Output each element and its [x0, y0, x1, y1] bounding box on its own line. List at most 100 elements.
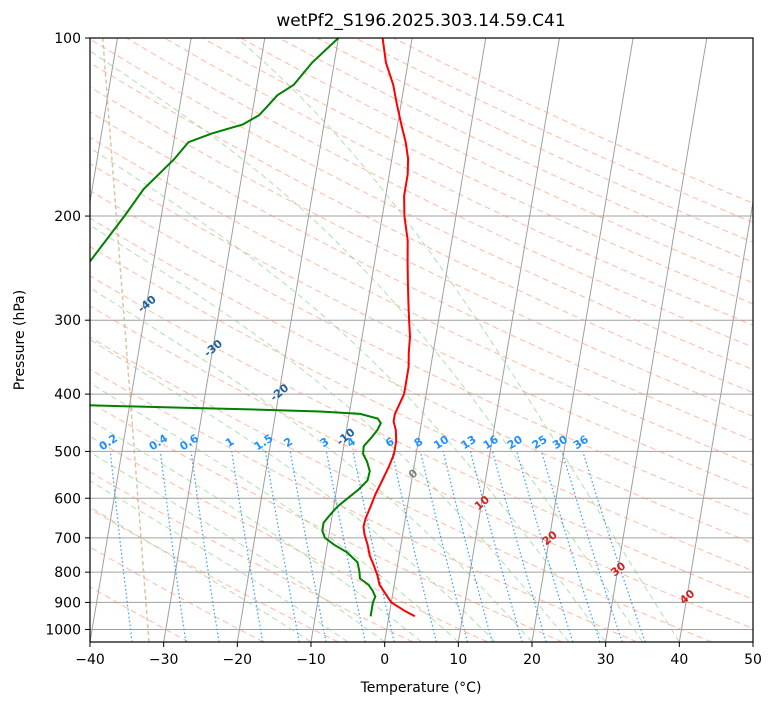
isotherm-label: -30 — [201, 337, 225, 360]
dry-adiabat-line — [90, 190, 753, 518]
x-tick-label: −40 — [75, 652, 105, 668]
dry-adiabat-line — [90, 546, 264, 642]
dry-adiabat-line — [90, 508, 339, 642]
isotherm-line — [531, 38, 634, 642]
moist-adiabat-line — [90, 451, 385, 642]
dry-adiabat-line — [90, 111, 753, 441]
mixing-ratio-line — [190, 451, 220, 642]
mixing-ratio-label: 13 — [459, 433, 479, 452]
x-tick-label: −20 — [223, 652, 253, 668]
y-tick-label: 400 — [54, 387, 81, 403]
x-tick-label: 10 — [449, 652, 467, 668]
mixing-ratio-line — [561, 451, 623, 642]
dry-adiabat-line — [126, 38, 753, 348]
background-lines — [90, 38, 753, 642]
dry-adiabat-line — [90, 275, 753, 600]
moist-adiabat-line — [90, 287, 533, 642]
dry-adiabat-line — [278, 38, 753, 263]
temperature-line — [362, 38, 416, 618]
mixing-ratio-line — [231, 451, 264, 642]
dewpoint-line — [90, 38, 382, 617]
dry-adiabat-line — [164, 38, 753, 326]
isotherm-line — [163, 38, 266, 642]
mixing-ratio-label: 8 — [412, 435, 426, 450]
isotherm-line — [678, 198, 753, 642]
mixing-ratio-label: 4 — [344, 435, 358, 450]
isotherm-label: -40 — [135, 293, 159, 316]
dry-adiabat-line — [90, 217, 753, 544]
profile-series — [90, 38, 416, 618]
mixing-ratio-label: 2 — [282, 435, 296, 450]
moist-adiabat-line — [90, 147, 607, 642]
mixing-ratio-line — [442, 451, 493, 642]
plot-frame — [89, 37, 754, 643]
dry-adiabat-line — [393, 38, 753, 204]
y-tick-label: 900 — [54, 595, 81, 611]
dry-adiabat-line — [355, 38, 753, 223]
mixing-ratio-line — [325, 451, 366, 642]
mixing-ratio-label: 0.2 — [97, 432, 120, 454]
moist-adiabat-line — [90, 339, 496, 642]
y-tick-label: 100 — [54, 31, 81, 47]
dry-adiabat-line — [90, 86, 753, 417]
y-tick-label: 600 — [54, 491, 81, 507]
isotherm-label: 30 — [608, 559, 628, 579]
dry-adiabat-line — [240, 38, 753, 284]
y-tick-label: 800 — [54, 565, 81, 581]
moist-adiabat-line — [90, 224, 570, 642]
x-tick-label: 40 — [670, 652, 688, 668]
chart-title: wetPf2_S196.2025.303.14.59.C41 — [276, 11, 565, 31]
isotherm-line — [457, 38, 560, 642]
dry-adiabat-line — [90, 586, 190, 642]
y-axis-label: Pressure (hPa) — [12, 290, 28, 390]
dry-adiabat-line — [90, 368, 638, 642]
moist-adiabat-line — [90, 382, 459, 642]
isotherm-line — [384, 38, 487, 642]
mixing-ratio-line — [159, 451, 187, 642]
mixing-ratio-label: 30 — [550, 433, 570, 452]
mixing-ratio-label: 16 — [481, 433, 501, 452]
moist-adiabat-line — [236, 38, 680, 642]
y-tick-label: 700 — [54, 531, 81, 547]
y-tick-label: 200 — [54, 209, 81, 225]
dry-adiabat-line — [90, 136, 753, 466]
x-tick-label: 0 — [380, 652, 389, 668]
x-tick-label: −10 — [296, 652, 326, 668]
isotherm-line — [90, 38, 192, 642]
x-tick-label: 20 — [523, 652, 541, 668]
mixing-ratio-label: 20 — [505, 433, 525, 452]
dry-adiabat-line — [90, 336, 712, 642]
y-tick-label: 300 — [54, 313, 81, 329]
moist-adiabat-line — [90, 419, 422, 642]
mixing-ratio-line — [582, 451, 646, 642]
mixing-ratio-label: 36 — [571, 433, 591, 452]
moist-adiabat-line — [90, 480, 349, 642]
moist-adiabat-line — [90, 50, 643, 642]
x-tick-label: 30 — [597, 652, 615, 668]
mixing-ratio-line — [419, 451, 469, 642]
isotherm-line — [752, 638, 753, 642]
dry-adiabat-line — [90, 62, 753, 394]
isotherm-label: -20 — [268, 381, 292, 404]
mixing-ratio-label: 10 — [431, 433, 451, 452]
dry-adiabat-line — [90, 435, 488, 642]
dry-adiabat-line — [90, 38, 753, 371]
isotherm-line — [605, 38, 708, 642]
dry-adiabat-line — [90, 471, 414, 642]
isotherm-label: -50 — [69, 248, 93, 271]
mixing-ratio-line — [516, 451, 574, 642]
mixing-ratio-line — [352, 451, 395, 642]
mixing-ratio-line — [264, 451, 300, 642]
mixing-ratio-label: 0.4 — [147, 432, 171, 454]
mixing-ratio-label: 1 — [223, 435, 237, 450]
mixing-ratio-line — [391, 451, 437, 642]
isotherm-label: 40 — [677, 587, 697, 607]
dry-adiabat-line — [90, 163, 753, 491]
isotherm-label: -60 — [3, 204, 27, 227]
dry-adiabat-line — [202, 38, 753, 305]
y-tick-label: 500 — [54, 444, 81, 460]
dry-adiabat-line — [316, 38, 753, 243]
moist-adiabat-line — [90, 506, 312, 642]
x-tick-label: −30 — [149, 652, 179, 668]
